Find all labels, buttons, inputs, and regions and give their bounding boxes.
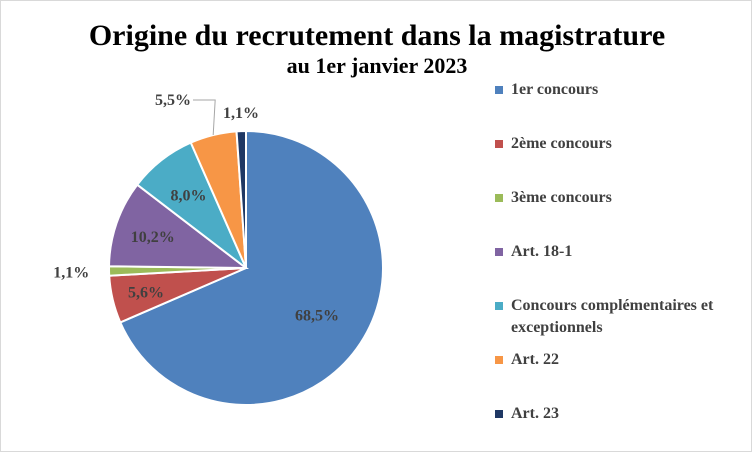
pie-slice-1: [118, 129, 384, 406]
data-label-6: 5,5%: [155, 92, 191, 109]
legend-swatch: [495, 140, 503, 148]
legend-item-3: 3ème concours: [495, 187, 745, 209]
data-label-2: 5,6%: [128, 285, 164, 302]
legend-label: 1er concours: [511, 81, 599, 98]
legend-item-7: Art. 23: [495, 403, 745, 425]
data-label-1: 68,5%: [295, 308, 339, 325]
chart-title: Origine du recrutement dans la magistrat…: [88, 19, 666, 52]
legend-item-1: 1er concours: [495, 79, 745, 101]
legend-swatch: [495, 302, 503, 310]
legend-item-2: 2ème concours: [495, 133, 745, 155]
legend-swatch: [495, 356, 503, 364]
legend-label: Concours complémentaires et exceptionnel…: [511, 297, 714, 336]
legend-label: Art. 18-1: [511, 243, 573, 260]
legend-swatch: [495, 248, 503, 256]
legend-label: 2ème concours: [511, 135, 612, 152]
legend-item-5: Concours complémentaires et exceptionnel…: [495, 295, 745, 339]
legend-swatch: [495, 194, 503, 202]
legend-swatch: [495, 86, 503, 94]
legend-label: Art. 22: [511, 351, 559, 368]
legend-item-4: Art. 18-1: [495, 241, 745, 263]
data-label-7: 1,1%: [223, 105, 259, 122]
pie-slice-4: [107, 183, 250, 270]
data-label-3: 1,1%: [53, 264, 89, 281]
chart-subtitle: au 1er janvier 2023: [286, 53, 468, 78]
legend-swatch: [495, 410, 503, 418]
data-label-5: 8,0%: [170, 188, 206, 205]
legend-item-6: Art. 22: [495, 349, 745, 371]
legend-label: 3ème concours: [511, 189, 612, 206]
legend-label: Art. 23: [511, 405, 559, 422]
data-label-4: 10,2%: [131, 229, 175, 246]
pie-slice-7: [235, 129, 247, 269]
leader-line-6: [193, 99, 216, 136]
